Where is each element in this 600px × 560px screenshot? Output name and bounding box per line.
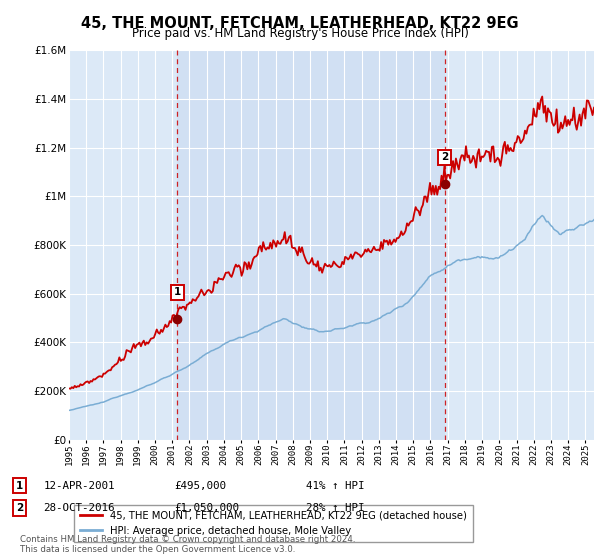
Text: 41% ↑ HPI: 41% ↑ HPI [306,480,365,491]
Text: 45, THE MOUNT, FETCHAM, LEATHERHEAD, KT22 9EG: 45, THE MOUNT, FETCHAM, LEATHERHEAD, KT2… [81,16,519,31]
Text: £495,000: £495,000 [174,480,226,491]
Text: £1,050,000: £1,050,000 [174,503,239,513]
Text: 2: 2 [441,152,448,162]
Legend: 45, THE MOUNT, FETCHAM, LEATHERHEAD, KT22 9EG (detached house), HPI: Average pri: 45, THE MOUNT, FETCHAM, LEATHERHEAD, KT2… [74,505,473,542]
Text: 28-OCT-2016: 28-OCT-2016 [43,503,115,513]
Bar [177,50,445,440]
Text: Price paid vs. HM Land Registry's House Price Index (HPI): Price paid vs. HM Land Registry's House … [131,27,469,40]
Text: Contains HM Land Registry data © Crown copyright and database right 2024.
This d: Contains HM Land Registry data © Crown c… [20,535,355,554]
Text: 12-APR-2001: 12-APR-2001 [43,480,115,491]
Text: 1: 1 [173,287,181,297]
Text: 1: 1 [16,480,23,491]
Text: 28% ↑ HPI: 28% ↑ HPI [306,503,365,513]
Text: 2: 2 [16,503,23,513]
